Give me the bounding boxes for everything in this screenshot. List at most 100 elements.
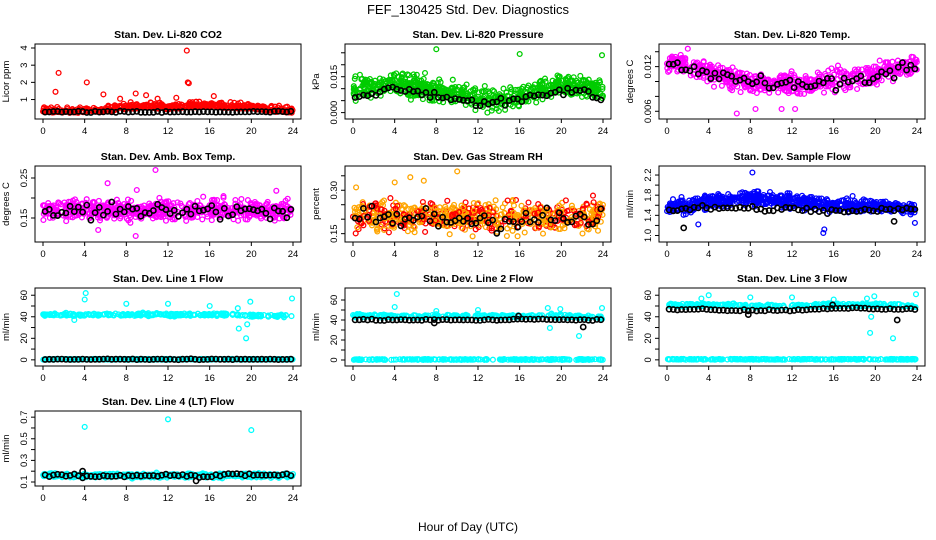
data-point xyxy=(414,213,421,221)
data-point xyxy=(473,206,480,213)
data-point xyxy=(728,204,735,212)
data-point xyxy=(583,201,591,208)
data-point xyxy=(124,196,132,203)
data-point xyxy=(814,69,821,76)
data-point xyxy=(364,213,371,221)
data-point xyxy=(454,168,461,175)
data-point xyxy=(732,204,740,212)
data-point xyxy=(352,73,359,80)
data-point xyxy=(238,195,245,203)
data-point xyxy=(62,355,70,363)
data-point xyxy=(718,82,725,89)
data-point xyxy=(690,63,698,71)
x-tick-label: 24 xyxy=(598,373,609,384)
data-point xyxy=(95,197,102,204)
series-all xyxy=(349,168,606,240)
data-point xyxy=(120,208,128,216)
series-hourly xyxy=(665,59,919,94)
y-tick-label: 0.25 xyxy=(19,169,30,188)
data-point xyxy=(796,200,803,207)
data-point xyxy=(894,63,902,71)
data-point xyxy=(288,295,296,302)
data-point xyxy=(199,108,207,115)
data-point xyxy=(510,202,517,209)
data-point xyxy=(824,75,831,82)
data-point xyxy=(678,205,685,213)
data-point xyxy=(778,105,785,113)
data-point xyxy=(526,91,534,99)
data-point xyxy=(680,224,688,232)
data-point xyxy=(488,227,495,234)
x-tick-label: 20 xyxy=(556,249,567,260)
data-point xyxy=(589,192,597,199)
x-tick-label: 20 xyxy=(246,373,257,384)
panel-title: Stan. Dev. Li-820 Temp. xyxy=(734,29,850,41)
x-tick-label: 8 xyxy=(434,126,439,137)
data-point xyxy=(449,76,456,83)
data-point xyxy=(275,312,282,319)
data-point xyxy=(864,68,871,75)
y-tick-label: 40 xyxy=(19,311,30,322)
data-point xyxy=(439,213,446,221)
data-point xyxy=(46,312,53,319)
data-point xyxy=(232,196,239,204)
data-point xyxy=(40,216,47,224)
data-point xyxy=(129,311,136,318)
data-point xyxy=(749,202,756,210)
x-tick-label: 4 xyxy=(392,126,397,137)
data-point xyxy=(708,196,715,203)
y-tick-label: 0.006 xyxy=(643,99,654,123)
data-point xyxy=(124,355,132,363)
data-point xyxy=(233,108,241,116)
data-point xyxy=(89,199,96,206)
data-point xyxy=(682,60,689,67)
x-tick-label: 12 xyxy=(163,126,174,137)
data-point xyxy=(167,203,174,210)
y-axis-label: degrees C xyxy=(625,59,636,103)
data-point xyxy=(703,68,710,76)
data-point xyxy=(257,312,265,319)
data-point xyxy=(510,209,517,216)
data-point xyxy=(124,108,132,116)
data-point xyxy=(849,207,856,215)
data-point xyxy=(83,355,91,363)
data-point xyxy=(686,67,694,75)
data-point xyxy=(678,56,685,63)
data-point xyxy=(665,60,673,68)
series-all xyxy=(40,290,296,363)
data-point xyxy=(690,203,698,211)
data-point xyxy=(863,202,870,209)
data-point xyxy=(840,74,848,82)
data-point xyxy=(258,205,266,213)
data-point xyxy=(212,355,220,363)
data-point xyxy=(430,88,438,96)
data-point xyxy=(911,62,918,69)
data-point xyxy=(543,204,551,212)
data-point xyxy=(390,71,397,78)
y-tick-label: 60 xyxy=(19,290,30,301)
data-point xyxy=(903,204,910,212)
data-point xyxy=(187,108,195,116)
data-point xyxy=(141,209,149,216)
y-tick-label: 0.15 xyxy=(329,224,340,243)
data-point xyxy=(274,356,282,363)
y-tick-label: 0.012 xyxy=(643,55,654,79)
data-point xyxy=(560,215,567,222)
data-point xyxy=(459,96,467,104)
data-point xyxy=(164,300,172,307)
data-point xyxy=(433,46,440,53)
data-point xyxy=(417,84,424,91)
data-point xyxy=(112,355,120,363)
data-point xyxy=(564,218,571,226)
data-point xyxy=(165,103,172,110)
data-point xyxy=(422,81,429,88)
data-point xyxy=(204,205,211,213)
data-point xyxy=(539,219,546,226)
data-point xyxy=(62,309,70,316)
data-point xyxy=(707,75,715,82)
data-point xyxy=(62,209,70,217)
data-point xyxy=(468,220,476,228)
data-point xyxy=(359,75,366,82)
data-point xyxy=(407,174,414,181)
